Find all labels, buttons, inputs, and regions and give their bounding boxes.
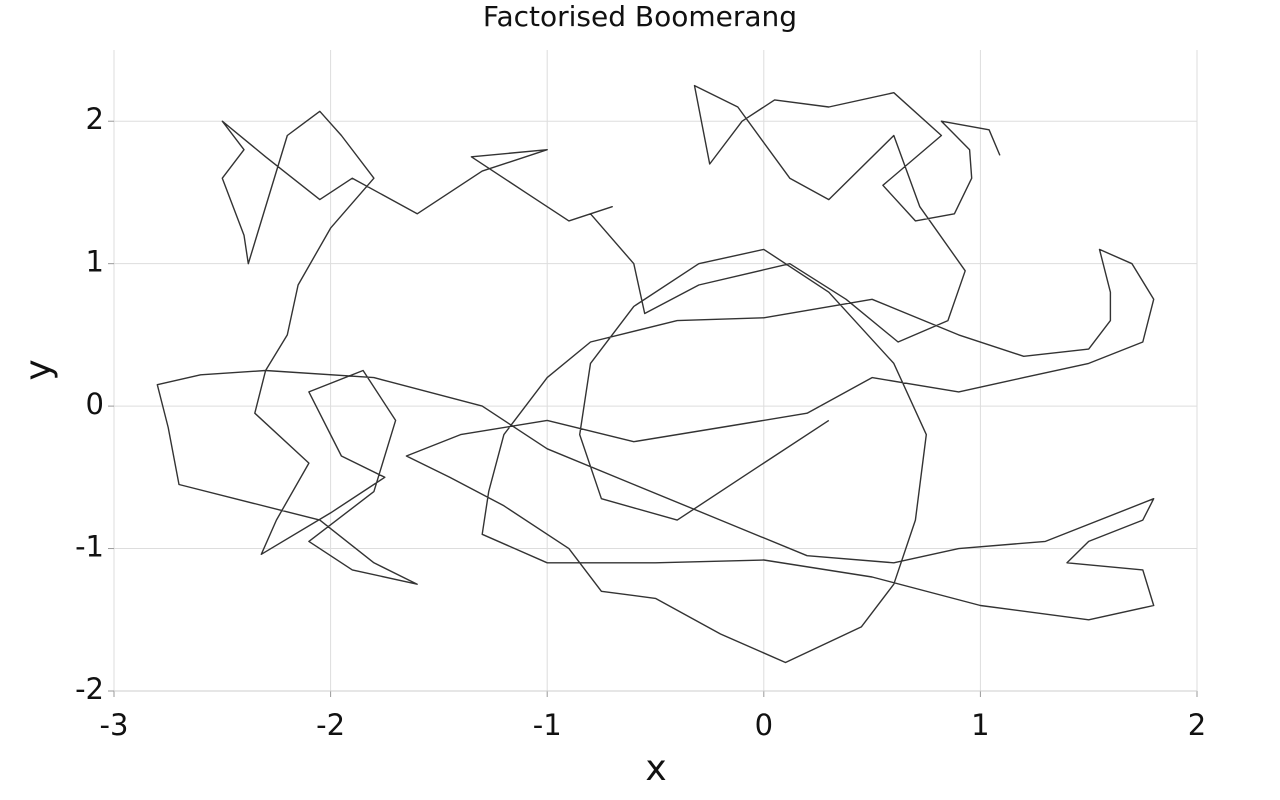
y-tick-label: 2	[86, 102, 104, 136]
x-axis-label: x	[645, 748, 666, 789]
x-tick-label: -1	[533, 708, 562, 742]
chart-title: Factorised Boomerang	[483, 0, 797, 33]
x-tick-label: -2	[316, 708, 345, 742]
x-tick-label: 1	[971, 708, 989, 742]
y-tick-label: -2	[75, 672, 104, 706]
y-axis-label: y	[18, 359, 59, 380]
y-tick-label: -1	[75, 530, 104, 564]
x-tick-label: 0	[755, 708, 773, 742]
data-line	[156, 84, 1155, 664]
x-tick-label: -3	[100, 708, 129, 742]
y-tick-label: 0	[86, 387, 104, 421]
x-tick-label: 2	[1188, 708, 1206, 742]
y-tick-label: 1	[86, 245, 104, 279]
